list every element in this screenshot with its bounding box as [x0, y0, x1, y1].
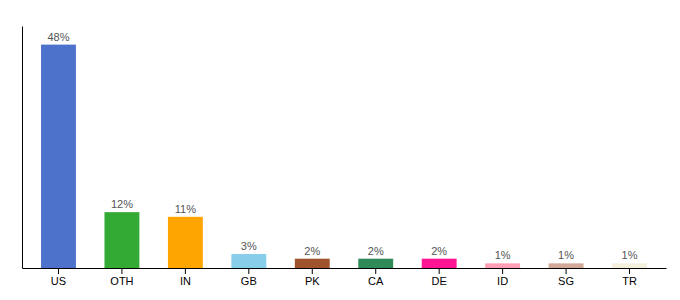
- x-tick: DE: [432, 268, 447, 287]
- chart: 48% 12% 11% 3% 2% 2% 2% 1% 1% 1% US OTH IN GB PK CA DE ID…: [0, 0, 680, 300]
- data-label: 11%: [175, 203, 196, 215]
- data-label: 1%: [622, 249, 638, 261]
- x-tick-label: IN: [180, 275, 191, 287]
- data-label: 48%: [47, 31, 69, 43]
- x-tick: GB: [241, 268, 257, 287]
- data-label: 1%: [558, 249, 574, 261]
- plot-area: [41, 45, 647, 268]
- data-label: 1%: [495, 249, 511, 261]
- data-label: 2%: [368, 245, 384, 257]
- x-tick-label: SG: [558, 275, 574, 287]
- bar: [358, 259, 393, 268]
- bar: [104, 212, 139, 268]
- x-tick-mark: [248, 268, 249, 274]
- x-tick-mark: [629, 268, 630, 274]
- x-tick-label: PK: [305, 275, 320, 287]
- bar: [549, 263, 584, 268]
- x-tick-label: GB: [241, 275, 257, 287]
- y-axis: [22, 27, 23, 269]
- x-tick: SG: [558, 268, 574, 287]
- x-tick: CA: [368, 268, 384, 287]
- y-axis-line: [22, 27, 23, 269]
- x-tick-mark: [375, 268, 376, 274]
- x-tick-mark: [502, 268, 503, 274]
- x-tick-mark: [439, 268, 440, 274]
- x-tick-label: US: [51, 275, 66, 287]
- x-tick-label: OTH: [110, 275, 133, 287]
- x-axis-line: [23, 268, 667, 269]
- x-axis: US OTH IN GB PK CA DE ID SG TR: [23, 268, 667, 287]
- data-label: 2%: [431, 245, 447, 257]
- x-tick-mark: [58, 268, 59, 274]
- bar: [295, 259, 330, 268]
- chart-container: 48% 12% 11% 3% 2% 2% 2% 1% 1% 1% US OTH IN GB PK CA DE ID…: [0, 0, 680, 300]
- x-tick: PK: [305, 268, 320, 287]
- x-tick-mark: [566, 268, 567, 274]
- x-tick-label: TR: [622, 275, 637, 287]
- x-tick: IN: [180, 268, 191, 287]
- bar: [612, 263, 647, 268]
- x-tick: TR: [622, 268, 637, 287]
- bar: [168, 217, 203, 268]
- data-label: 3%: [241, 240, 257, 252]
- bar: [422, 259, 457, 268]
- data-labels: 48% 12% 11% 3% 2% 2% 2% 1% 1% 1%: [47, 31, 637, 262]
- bar: [41, 45, 76, 268]
- x-tick-label: DE: [432, 275, 447, 287]
- x-tick: OTH: [110, 268, 133, 287]
- bar: [231, 254, 266, 268]
- data-label: 2%: [304, 245, 320, 257]
- x-tick-mark: [121, 268, 122, 274]
- x-tick: ID: [497, 268, 508, 287]
- x-tick: US: [51, 268, 66, 287]
- x-tick-label: CA: [368, 275, 384, 287]
- x-tick-label: ID: [497, 275, 508, 287]
- x-tick-mark: [312, 268, 313, 274]
- data-label: 12%: [111, 198, 133, 210]
- bar: [485, 263, 520, 268]
- x-tick-mark: [185, 268, 186, 274]
